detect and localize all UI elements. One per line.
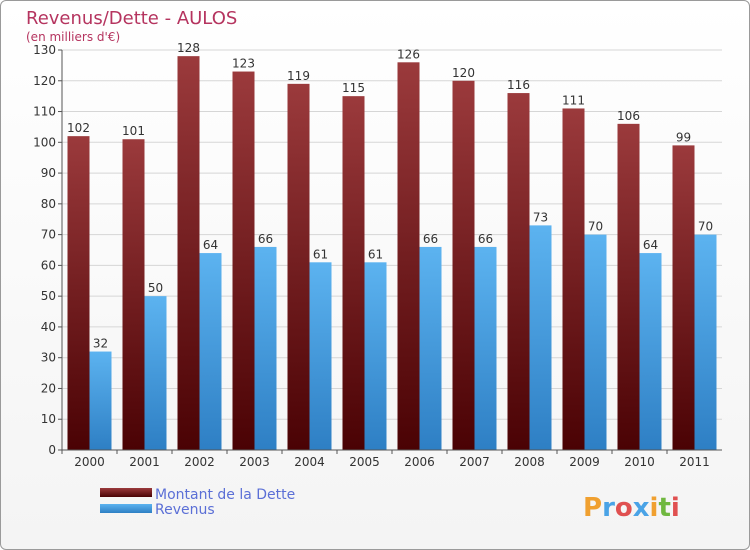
value-label: 106 — [617, 109, 640, 123]
bar-revenus — [144, 296, 167, 450]
logo-letter: P — [583, 493, 602, 523]
y-tick-label: 40 — [41, 320, 56, 334]
bar-dette — [287, 83, 310, 450]
logo-letter: x — [633, 493, 650, 523]
y-tick-label: 0 — [48, 443, 56, 457]
legend-label-revenus: Revenus — [155, 502, 215, 518]
y-axis-ticks: 0 10 20 30 40 50 60 70 80 90 100 110 120 130 — [33, 43, 62, 457]
x-tick-label: 2007 — [459, 455, 490, 469]
bar-revenus — [694, 234, 717, 450]
value-label: 50 — [148, 281, 163, 295]
y-tick-label: 120 — [33, 74, 56, 88]
value-label: 116 — [507, 78, 530, 92]
value-label: 120 — [452, 66, 475, 80]
bar-revenus — [639, 253, 662, 450]
value-label: 61 — [313, 247, 328, 261]
value-label: 64 — [643, 238, 658, 252]
value-label: 102 — [67, 121, 90, 135]
bar-revenus — [309, 262, 332, 450]
value-label: 70 — [698, 220, 713, 234]
chart-subtitle: (en milliers d'€) — [26, 30, 120, 44]
y-tick-label: 130 — [33, 43, 56, 57]
proxiti-logo: Proxiti — [583, 493, 680, 523]
bar-revenus — [474, 246, 497, 450]
bar-dette — [342, 96, 365, 451]
logo-letter: o — [615, 493, 633, 523]
bar-revenus — [584, 234, 607, 450]
legend-swatch-debt — [100, 488, 152, 497]
bar-revenus — [199, 253, 222, 450]
x-tick-label: 2001 — [129, 455, 160, 469]
legend: Montant de la Dette Revenus — [100, 487, 295, 518]
value-label: 70 — [588, 220, 603, 234]
value-label: 99 — [676, 130, 691, 144]
logo-letter: i — [671, 493, 680, 523]
bar-dette — [452, 80, 475, 451]
x-tick-label: 2006 — [404, 455, 435, 469]
y-tick-label: 60 — [41, 258, 56, 272]
bars — [67, 56, 717, 451]
value-label: 115 — [342, 81, 365, 95]
bar-dette — [672, 145, 695, 450]
bar-revenus — [364, 262, 387, 450]
x-tick-label: 2004 — [294, 455, 325, 469]
bar-revenus — [89, 351, 112, 450]
logo-text: Proxiti — [583, 493, 680, 523]
x-tick-label: 2010 — [624, 455, 655, 469]
x-tick-label: 2002 — [184, 455, 215, 469]
bar-revenus — [254, 246, 277, 450]
value-label: 119 — [287, 69, 310, 83]
x-tick-label: 2009 — [569, 455, 600, 469]
bar-dette — [562, 108, 585, 450]
x-tick-label: 2000 — [74, 455, 105, 469]
bar-revenus — [419, 246, 442, 450]
value-label: 111 — [562, 93, 585, 107]
value-labels: 102 32 101 50 128 64 123 66 119 61 115 61 126 66 120 66… — [67, 41, 713, 350]
x-tick-label: 2008 — [514, 455, 545, 469]
x-tick-label: 2005 — [349, 455, 380, 469]
value-label: 73 — [533, 210, 548, 224]
bar-dette — [122, 139, 145, 450]
legend-swatch-revenus — [100, 504, 152, 513]
y-tick-label: 30 — [41, 351, 56, 365]
legend-label-debt: Montant de la Dette — [155, 487, 295, 503]
y-tick-label: 50 — [41, 289, 56, 303]
value-label: 61 — [368, 247, 383, 261]
value-label: 64 — [203, 238, 218, 252]
logo-letter: t — [658, 493, 670, 523]
y-tick-label: 90 — [41, 166, 56, 180]
value-label: 66 — [258, 232, 273, 246]
bar-dette — [232, 71, 255, 451]
bar-dette — [177, 56, 200, 451]
value-label: 126 — [397, 47, 420, 61]
value-label: 66 — [423, 232, 438, 246]
chart-title: Revenus/Dette - AULOS — [26, 8, 237, 29]
bar-dette — [397, 62, 420, 451]
y-tick-label: 70 — [41, 228, 56, 242]
x-tick-label: 2003 — [239, 455, 270, 469]
y-tick-label: 100 — [33, 135, 56, 149]
bar-revenus — [529, 225, 552, 450]
y-tick-label: 110 — [33, 105, 56, 119]
value-label: 101 — [122, 124, 145, 138]
value-label: 123 — [232, 57, 255, 71]
logo-letter: i — [650, 493, 659, 523]
x-axis-ticks: 2000 2001 2002 2003 2004 2005 2006 2007 2008 2009… — [61, 450, 710, 469]
value-label: 32 — [93, 337, 108, 351]
x-tick-label: 2011 — [679, 455, 710, 469]
logo-letter: r — [602, 493, 615, 523]
bar-dette — [617, 123, 640, 450]
bar-dette — [67, 136, 90, 450]
bar-dette — [507, 93, 530, 451]
value-label: 128 — [177, 41, 200, 55]
y-tick-label: 10 — [41, 412, 56, 426]
value-label: 66 — [478, 232, 493, 246]
y-tick-label: 20 — [41, 381, 56, 395]
y-tick-label: 80 — [41, 197, 56, 211]
